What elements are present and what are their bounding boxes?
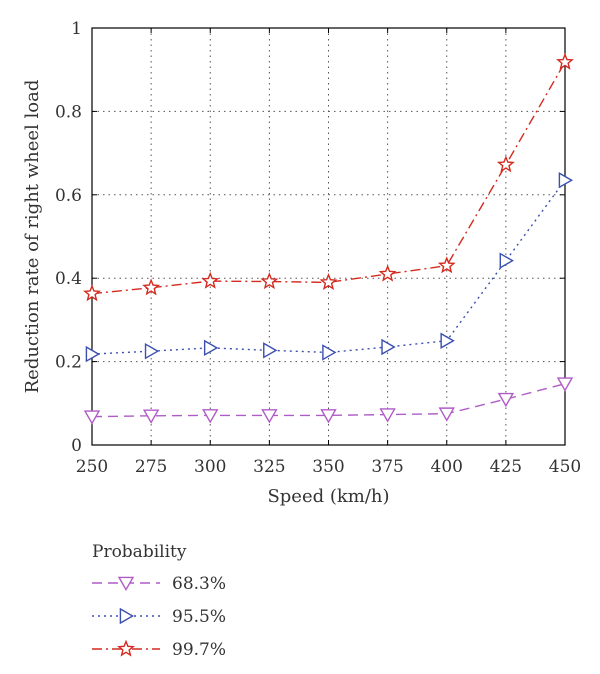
data-point xyxy=(322,344,337,361)
data-point xyxy=(260,272,279,290)
series-95.5% xyxy=(85,171,574,363)
legend-item: 68.3% xyxy=(92,574,226,594)
x-axis-title: Speed (km/h) xyxy=(267,486,389,507)
data-point xyxy=(203,339,219,357)
y-tick-label: 0.6 xyxy=(55,186,82,206)
data-point xyxy=(319,272,338,290)
data-point xyxy=(558,171,574,189)
data-point xyxy=(261,409,278,424)
data-point xyxy=(142,278,161,296)
data-point xyxy=(142,409,160,424)
data-point xyxy=(440,332,455,349)
x-tick-label: 375 xyxy=(371,457,403,477)
x-tick-label: 325 xyxy=(253,457,285,477)
data-point xyxy=(497,392,515,408)
y-tick-label: 1 xyxy=(71,19,82,39)
data-point xyxy=(83,284,101,302)
series-line xyxy=(91,179,566,355)
data-point xyxy=(378,264,397,282)
data-point xyxy=(381,338,396,356)
legend-item: 95.5% xyxy=(92,607,226,627)
y-axis-title: Reduction rate of right wheel load xyxy=(22,80,43,394)
plot-frame xyxy=(91,27,566,446)
data-point xyxy=(556,377,574,392)
x-tick-label: 400 xyxy=(431,457,463,477)
data-point xyxy=(201,271,220,289)
data-point xyxy=(83,410,101,425)
y-axis: 0 0.2 0.4 0.6 0.8 1 xyxy=(55,19,565,456)
legend-marker xyxy=(119,607,135,625)
y-tick-label: 0.4 xyxy=(55,269,82,289)
data-point xyxy=(499,252,514,269)
x-tick-label: 350 xyxy=(312,457,344,477)
x-tick-label: 450 xyxy=(549,457,581,477)
data-point xyxy=(437,256,456,274)
x-tick-label: 425 xyxy=(490,457,522,477)
x-tick-label: 300 xyxy=(194,457,226,477)
legend-marker xyxy=(117,576,135,592)
data-point xyxy=(202,409,219,424)
legend-label: 68.3% xyxy=(172,574,226,594)
legend-title: Probability xyxy=(92,542,187,562)
data-point xyxy=(144,342,160,360)
data-point xyxy=(85,345,101,363)
x-axis: 250 275 300 325 350 375 400 425 450 xyxy=(76,28,581,477)
legend-label: 95.5% xyxy=(172,607,226,627)
series-99.7% xyxy=(83,52,574,302)
legend-item: 99.7% xyxy=(92,639,226,660)
data-point xyxy=(379,408,396,423)
series-68.3% xyxy=(83,377,574,425)
series-line xyxy=(91,61,566,295)
data-point xyxy=(556,52,574,70)
grid-lines xyxy=(92,28,565,445)
legend-label: 99.7% xyxy=(172,640,226,660)
y-tick-label: 0.8 xyxy=(55,102,82,122)
y-tick-label: 0 xyxy=(71,436,82,456)
data-point xyxy=(496,155,515,173)
x-tick-label: 275 xyxy=(135,457,167,477)
data-point xyxy=(263,342,278,359)
y-tick-label: 0.2 xyxy=(55,353,82,373)
data-point xyxy=(320,409,337,424)
legend: Probability 68.3% 95.5% 99.7% xyxy=(92,542,226,660)
series-layer xyxy=(83,52,574,425)
data-point xyxy=(438,407,455,422)
x-tick-label: 250 xyxy=(76,457,108,477)
legend-marker xyxy=(117,639,135,657)
